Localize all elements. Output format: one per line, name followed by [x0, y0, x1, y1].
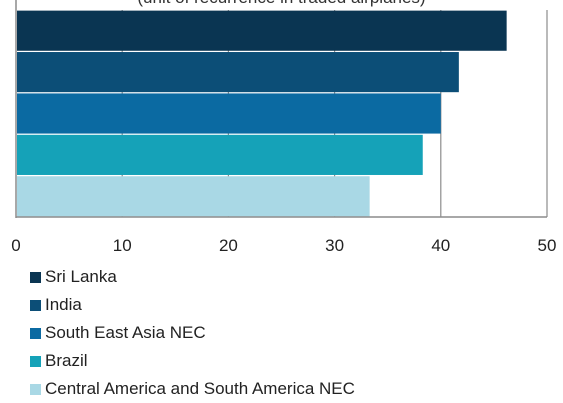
x-tick-label-10: 10 — [113, 236, 132, 255]
x-tick-label-50: 50 — [538, 236, 557, 255]
legend-label: South East Asia NEC — [45, 323, 206, 342]
chart-subtitle: (unit of recurrence in traded airplanes) — [0, 0, 563, 8]
legend-item: India — [30, 291, 355, 319]
x-tick-label-40: 40 — [431, 236, 450, 255]
bar-4: Central America and South America NEC — [17, 176, 370, 217]
x-tick-label-0: 0 — [11, 236, 20, 255]
bar-3: Brazil — [17, 134, 423, 175]
x-tick-labels: 0 10 20 30 40 50 — [11, 236, 556, 255]
legend-swatch — [30, 327, 41, 339]
bar-1: India — [17, 52, 459, 93]
legend-label: India — [45, 295, 82, 314]
legend-label: Sri Lanka — [45, 267, 117, 286]
legend-swatch — [30, 299, 41, 311]
legend-swatch — [30, 271, 41, 283]
bar-0: Sri Lanka — [17, 10, 507, 51]
legend-swatch — [30, 383, 41, 395]
axes — [15, 0, 547, 218]
legend-item: Central America and South America NEC — [30, 375, 355, 403]
legend: Sri Lanka India South East Asia NEC Brazil C… — [30, 263, 355, 403]
bar-2: South East Asia NEC — [17, 93, 441, 134]
legend-item: Brazil — [30, 347, 355, 375]
legend-item: Sri Lanka — [30, 263, 355, 291]
legend-label: Brazil — [45, 351, 88, 370]
x-tick-label-20: 20 — [219, 236, 238, 255]
legend-swatch — [30, 355, 41, 367]
x-tick-label-30: 30 — [325, 236, 344, 255]
legend-label: Central America and South America NEC — [45, 379, 355, 398]
legend-item: South East Asia NEC — [30, 319, 355, 347]
